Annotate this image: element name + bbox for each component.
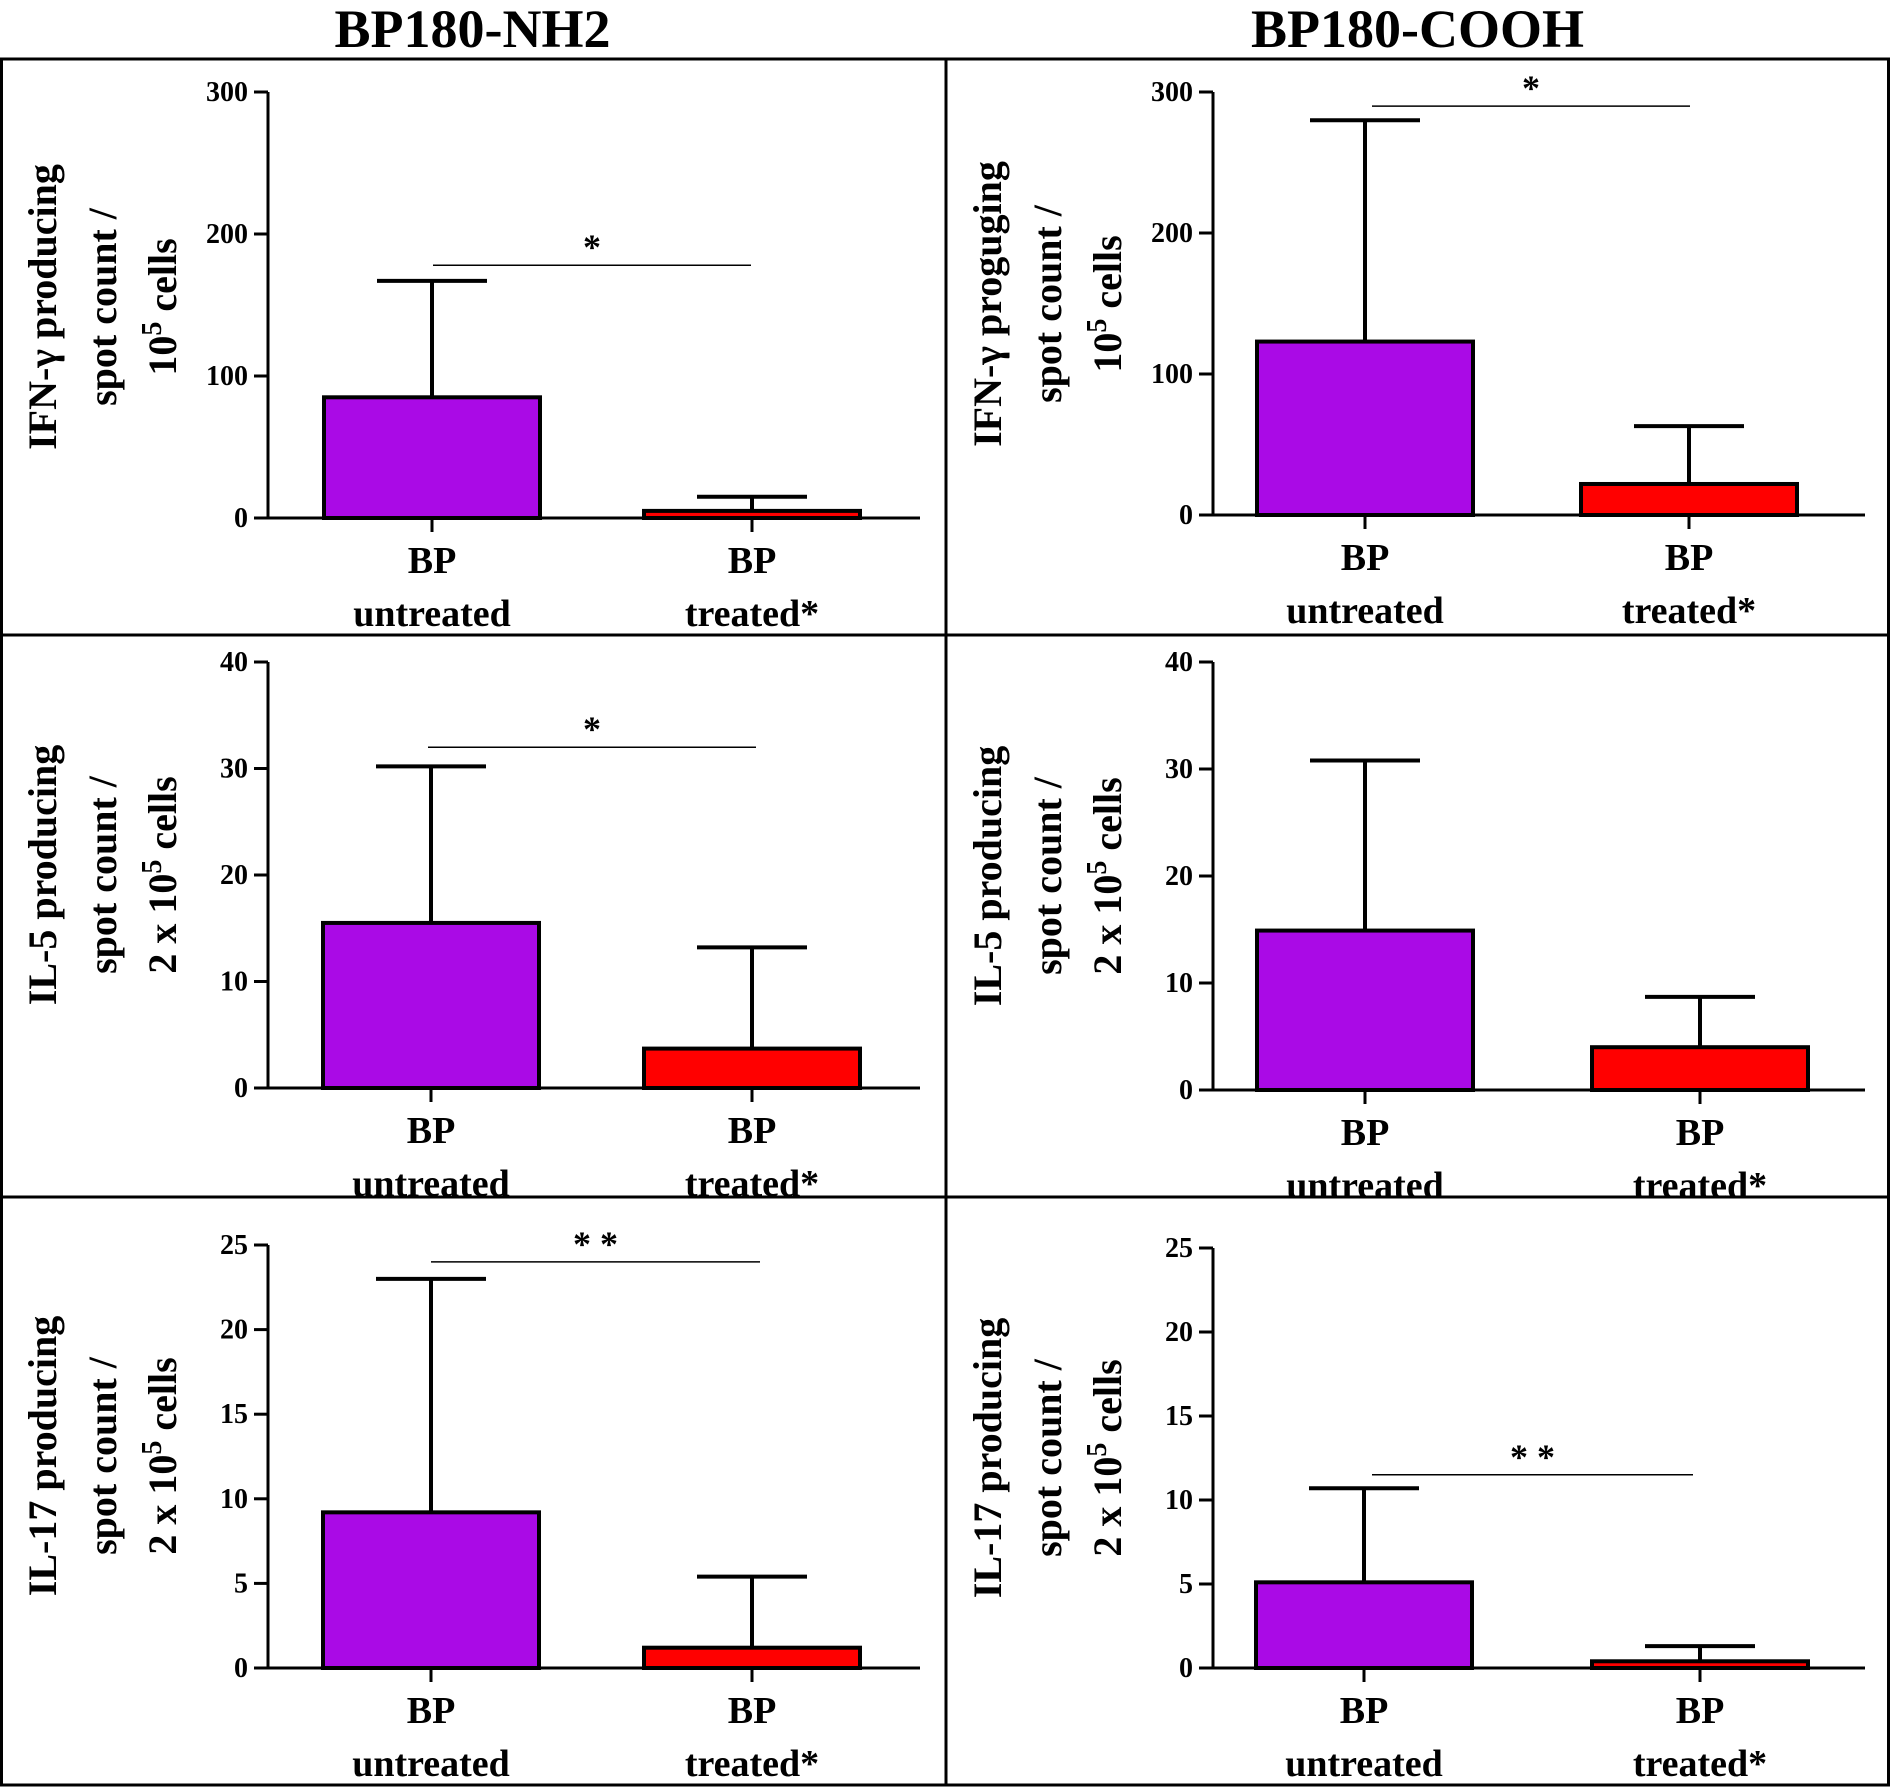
x-category-label: untreated — [1285, 1743, 1443, 1785]
bar-treated — [1590, 1659, 1810, 1671]
y-axis-label: spot count / — [80, 775, 125, 974]
y-tick-label: 5 — [1179, 1569, 1193, 1600]
y-tick-label: 30 — [220, 754, 248, 785]
x-category-label: untreated — [352, 1743, 510, 1785]
y-axis-label: spot count / — [80, 207, 125, 406]
y-tick-label: 20 — [1165, 861, 1193, 892]
y-tick-label: 0 — [234, 503, 248, 534]
y-tick-label: 40 — [1165, 647, 1193, 678]
significance-marker: * — [583, 227, 601, 267]
x-category-label: treated* — [685, 1163, 819, 1205]
y-axis-label: spot count / — [1025, 1358, 1070, 1557]
column-title-cooh: BP180-COOH — [1251, 0, 1584, 59]
x-category-label: BP — [408, 540, 457, 582]
bar-untreated — [1255, 339, 1475, 517]
x-category-label: untreated — [353, 593, 511, 635]
x-category-label: BP — [1341, 537, 1390, 579]
x-category-label: BP — [728, 1690, 777, 1732]
y-axis-label: IL-17 producing — [965, 1318, 1010, 1598]
y-tick-label: 0 — [1179, 1653, 1193, 1684]
x-category-label: untreated — [1286, 1165, 1444, 1207]
bar-untreated — [1254, 1580, 1474, 1670]
y-axis-label: 105 cells — [137, 238, 186, 375]
x-category-label: BP — [1676, 1112, 1725, 1154]
bar-treated — [642, 508, 862, 520]
y-axis-label: 2 x 105 cells — [1082, 777, 1131, 974]
bar-treated — [642, 1046, 862, 1090]
y-tick-label: 300 — [1151, 77, 1193, 108]
y-tick-label: 0 — [1179, 1075, 1193, 1106]
y-tick-label: 0 — [234, 1653, 248, 1684]
x-category-label: BP — [407, 1110, 456, 1152]
y-tick-label: 20 — [220, 1315, 248, 1346]
significance-marker: * — [1522, 68, 1540, 108]
x-category-label: BP — [407, 1690, 456, 1732]
y-tick-label: 25 — [1165, 1233, 1193, 1264]
y-tick-label: 10 — [1165, 1485, 1193, 1516]
y-tick-label: 15 — [220, 1399, 248, 1430]
significance-marker: * * — [573, 1224, 618, 1264]
y-tick-label: 10 — [220, 1484, 248, 1515]
y-axis-label: IFN-γ producing — [20, 164, 65, 450]
y-tick-label: 30 — [1165, 754, 1193, 785]
bar-treated — [1579, 481, 1799, 518]
y-tick-label: 20 — [1165, 1317, 1193, 1348]
x-category-label: BP — [1341, 1112, 1390, 1154]
x-category-label: treated* — [1633, 1165, 1767, 1207]
bar-untreated — [321, 920, 541, 1090]
x-category-label: untreated — [352, 1163, 510, 1205]
x-category-label: BP — [1665, 537, 1714, 579]
x-category-label: BP — [728, 540, 777, 582]
y-tick-label: 100 — [206, 361, 248, 392]
significance-marker: * * — [1510, 1437, 1555, 1477]
bar-untreated — [1255, 928, 1475, 1092]
y-tick-label: 0 — [234, 1073, 248, 1104]
bar-untreated — [322, 395, 542, 520]
y-tick-label: 10 — [220, 967, 248, 998]
y-tick-label: 200 — [206, 219, 248, 250]
y-axis-label: 105 cells — [1082, 235, 1131, 372]
y-axis-label: spot count / — [1025, 204, 1070, 403]
y-tick-label: 10 — [1165, 968, 1193, 999]
y-axis-label: IL-5 producing — [965, 746, 1010, 1006]
x-category-label: treated* — [1622, 590, 1756, 632]
y-tick-label: 100 — [1151, 359, 1193, 390]
x-category-label: treated* — [685, 593, 819, 635]
bar-treated — [642, 1645, 862, 1671]
y-axis-label: IFN-γ proguging — [965, 161, 1010, 447]
y-axis-label: IL-5 producing — [20, 745, 65, 1005]
x-category-label: treated* — [685, 1743, 819, 1785]
y-axis-label: spot count / — [1025, 776, 1070, 975]
x-category-label: BP — [1340, 1690, 1389, 1732]
y-tick-label: 200 — [1151, 218, 1193, 249]
significance-marker: * — [583, 709, 601, 749]
y-axis-label: 2 x 105 cells — [137, 776, 186, 973]
y-tick-label: 0 — [1179, 500, 1193, 531]
x-category-label: BP — [1676, 1690, 1725, 1732]
y-tick-label: 25 — [220, 1230, 248, 1261]
y-tick-label: 300 — [206, 77, 248, 108]
y-axis-label: IL-17 producing — [20, 1316, 65, 1596]
x-category-label: untreated — [1286, 590, 1444, 632]
y-tick-label: 20 — [220, 860, 248, 891]
y-tick-label: 40 — [220, 647, 248, 678]
y-axis-label: 2 x 105 cells — [1082, 1359, 1131, 1556]
y-tick-label: 15 — [1165, 1401, 1193, 1432]
bar-treated — [1590, 1045, 1810, 1092]
x-category-label: treated* — [1633, 1743, 1767, 1785]
y-axis-label: 2 x 105 cells — [137, 1357, 186, 1554]
bar-untreated — [321, 1510, 541, 1671]
y-tick-label: 5 — [234, 1568, 248, 1599]
y-axis-label: spot count / — [80, 1356, 125, 1555]
x-category-label: BP — [728, 1110, 777, 1152]
column-title-nh2: BP180-NH2 — [334, 0, 611, 59]
